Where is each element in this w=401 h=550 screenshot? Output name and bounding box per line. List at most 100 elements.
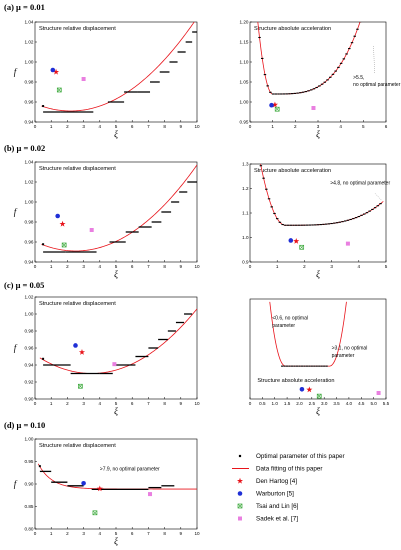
x-tick-label: 5.5 bbox=[383, 401, 390, 406]
legend-swatch bbox=[238, 454, 242, 458]
y-tick-label: 1.00 bbox=[25, 200, 34, 205]
chart-d-disp: 0 1 2 3 4 5 6 7 8 9 10 0.80 0.85 0.90 0.95 1.00 ξ f Struct… bbox=[14, 437, 200, 546]
x-tick-label: 7 bbox=[147, 401, 150, 406]
x-tick-label: 2 bbox=[66, 124, 69, 129]
x-tick-label: 2 bbox=[303, 264, 306, 269]
legend-label: Sadek et al. [7] bbox=[256, 516, 298, 523]
x-tick-label: 1.0 bbox=[272, 401, 279, 406]
x-tick-label: 9 bbox=[180, 531, 183, 536]
warburton-point bbox=[299, 386, 305, 392]
x-tick-label: 3 bbox=[317, 124, 320, 129]
y-tick-label: 1.02 bbox=[25, 295, 34, 300]
x-tick-label: 7 bbox=[147, 531, 150, 536]
x-tick-label: 6 bbox=[131, 264, 134, 269]
y-tick-label: 0.96 bbox=[25, 100, 34, 105]
x-tick-label: 1 bbox=[50, 124, 53, 129]
x-tick-label: 6 bbox=[131, 401, 134, 406]
legend-item-line: Data fitting of this paper bbox=[232, 466, 323, 473]
x-tick-label: 4 bbox=[358, 264, 361, 269]
x-tick-label: 0 bbox=[249, 401, 252, 406]
annotation: <0.6, no optimal bbox=[272, 316, 308, 322]
x-tick-label: 2 bbox=[66, 264, 69, 269]
y-tick-label: 0.94 bbox=[25, 260, 34, 265]
x-axis-label: ξ bbox=[114, 536, 118, 546]
x-tick-label: 9 bbox=[180, 264, 183, 269]
y-tick-label: 1.15 bbox=[240, 40, 249, 45]
y-tick-label: 0.96 bbox=[25, 240, 34, 245]
den-hartog-point bbox=[53, 68, 60, 75]
y-tick-label: 0.85 bbox=[25, 504, 34, 509]
x-axis-label: ξ bbox=[114, 129, 118, 139]
tsai-lin-point bbox=[78, 383, 83, 389]
x-axis-label: ξ bbox=[114, 406, 118, 416]
x-tick-label: 5 bbox=[362, 124, 365, 129]
y-tick-label: 0.92 bbox=[25, 380, 34, 385]
x-axis-label: ξ bbox=[316, 129, 320, 139]
den-hartog-point bbox=[306, 386, 313, 393]
x-tick-label: 2 bbox=[294, 124, 297, 129]
x-tick-label: 0 bbox=[249, 124, 252, 129]
plot-frame bbox=[34, 21, 198, 123]
tsai-lin-point bbox=[61, 242, 67, 248]
y-tick-label: 1.20 bbox=[240, 20, 249, 25]
legend-swatch bbox=[238, 516, 242, 521]
x-tick-label: 5 bbox=[115, 264, 118, 269]
x-tick-label: 5 bbox=[115, 401, 118, 406]
legend-swatch bbox=[237, 491, 243, 496]
x-axis-label: ξ bbox=[114, 269, 118, 279]
row-label-a: (a) μ = 0.01 bbox=[4, 2, 45, 12]
y-tick-label: 1.00 bbox=[240, 100, 249, 105]
x-tick-label: 4 bbox=[99, 264, 102, 269]
warburton-point bbox=[55, 213, 60, 219]
x-tick-label: 7 bbox=[147, 264, 150, 269]
sadek-point bbox=[376, 391, 381, 395]
chart-title: Structure relative displacement bbox=[39, 166, 116, 172]
x-tick-label: 5.0 bbox=[370, 401, 377, 406]
x-tick-label: 6 bbox=[385, 124, 388, 129]
chart-title: Structure absolute acceleration bbox=[257, 378, 334, 384]
x-tick-label: 5 bbox=[115, 531, 118, 536]
y-tick-label: 0.90 bbox=[25, 397, 34, 402]
y-tick-label: 0.94 bbox=[25, 120, 34, 125]
x-tick-label: 2.0 bbox=[296, 401, 303, 406]
den-hartog-point bbox=[96, 485, 103, 492]
y-tick-label: 1.02 bbox=[25, 40, 34, 45]
y-tick-label: 0.80 bbox=[25, 527, 34, 532]
y-tick-label: 1.00 bbox=[25, 437, 34, 442]
legend-label: Data fitting of this paper bbox=[256, 466, 323, 473]
y-tick-label: 0.96 bbox=[25, 346, 34, 351]
x-tick-label: 4 bbox=[99, 124, 102, 129]
x-tick-label: 8 bbox=[163, 124, 166, 129]
legend-item-dot: Optimal parameter of this paper bbox=[238, 453, 345, 460]
sadek-point bbox=[112, 362, 117, 367]
y-tick-label: 1.04 bbox=[25, 20, 34, 25]
x-tick-label: 2.5 bbox=[309, 401, 316, 406]
fit-curve bbox=[41, 22, 195, 112]
optimal-point bbox=[42, 243, 45, 246]
warburton-point bbox=[73, 343, 78, 348]
fit-curve bbox=[41, 164, 197, 252]
x-tick-label: 1 bbox=[276, 264, 279, 269]
chart-b-disp: 0 1 2 3 4 5 6 7 8 9 10 0.94 0.96 0.98 1.00 1.02 1.04 ξ f St… bbox=[14, 160, 200, 279]
sadek-point bbox=[345, 241, 350, 246]
sadek-point bbox=[89, 228, 94, 232]
y-tick-label: 1.2 bbox=[242, 186, 249, 191]
chart-title: Structure relative displacement bbox=[39, 26, 116, 32]
row-label-b: (b) μ = 0.02 bbox=[4, 143, 45, 153]
x-tick-label: 10 bbox=[194, 531, 200, 536]
y-tick-label: 1.00 bbox=[25, 312, 34, 317]
legend-label: Den Hartog [4] bbox=[256, 478, 297, 485]
x-tick-label: 3 bbox=[82, 531, 85, 536]
legend-label: Warburton [5] bbox=[256, 491, 294, 498]
y-tick-label: 1.1 bbox=[242, 211, 249, 216]
x-tick-label: 0.5 bbox=[259, 401, 266, 406]
x-tick-label: 5 bbox=[385, 264, 388, 269]
chart-c-acc: 0 0.5 1.0 1.5 2.0 2.5 3.0 3.5 4.0 4.5 5.0 5.5 ξ Struc… bbox=[249, 298, 390, 416]
y-tick-label: 1.10 bbox=[240, 60, 249, 65]
plot-frame bbox=[249, 298, 387, 400]
x-tick-label: 1.5 bbox=[284, 401, 291, 406]
optimal-point bbox=[42, 357, 45, 360]
fit-curve bbox=[39, 308, 197, 374]
legend-swatch bbox=[236, 477, 244, 484]
